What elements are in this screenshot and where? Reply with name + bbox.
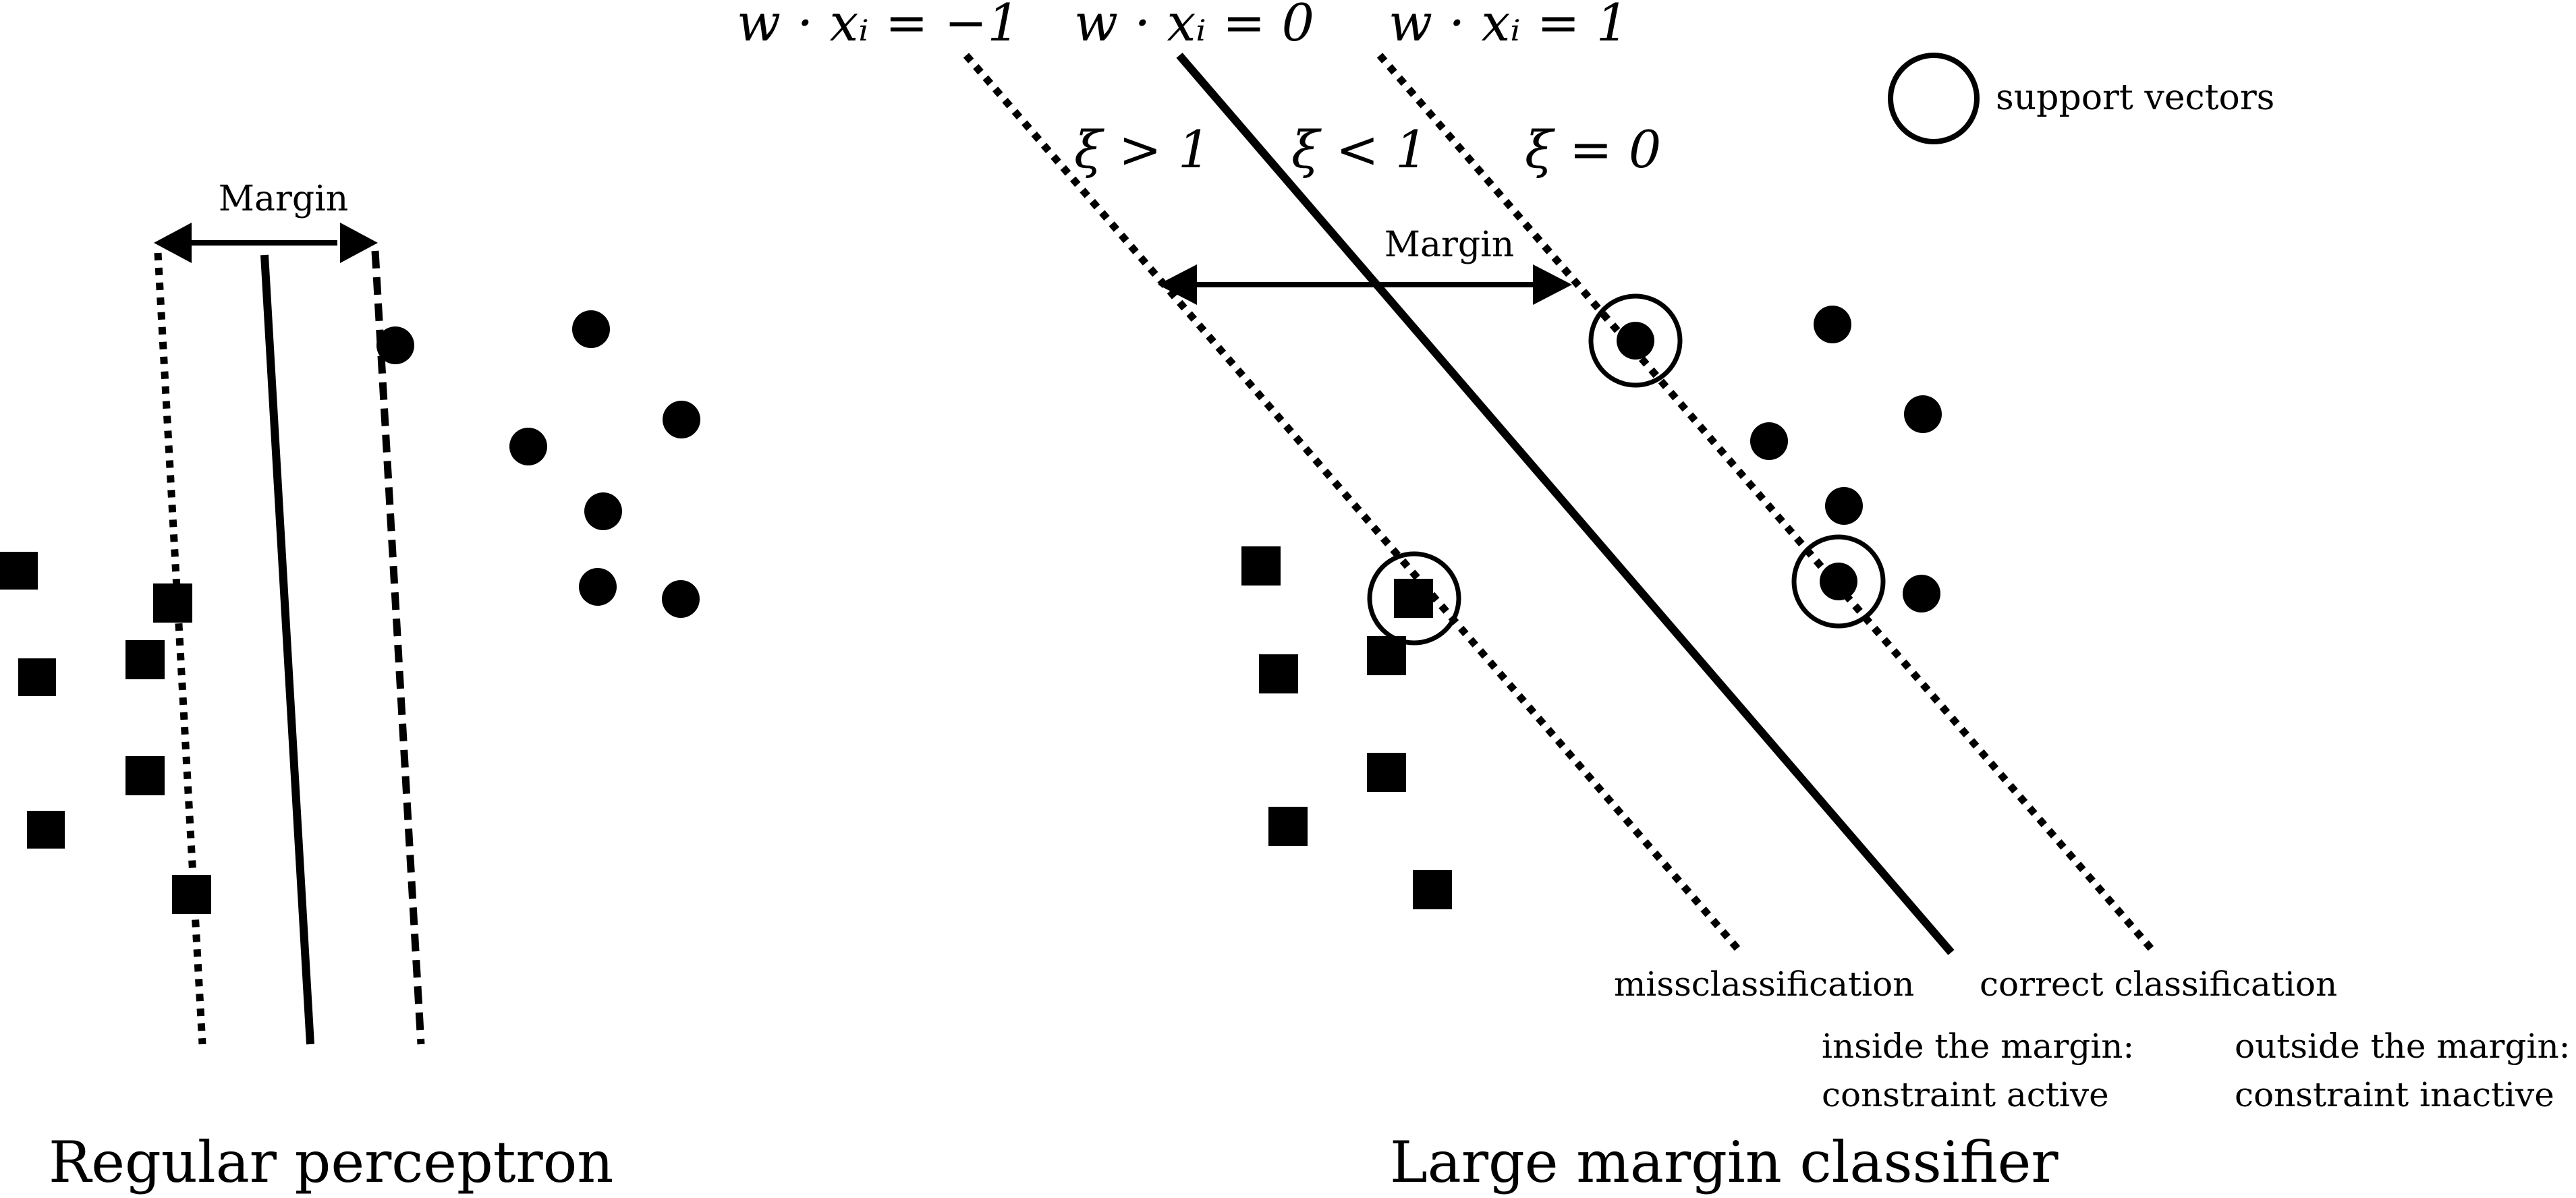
support-vector-ring [1367, 551, 1461, 646]
circle-point [509, 428, 547, 465]
perceptron-margin-label: Margin [219, 179, 349, 219]
perceptron-title: Regular perceptron [49, 1129, 613, 1195]
circle-point [376, 326, 414, 364]
constraint-inactive-label: constraint inactive [2235, 1075, 2554, 1114]
square-point [125, 640, 165, 679]
correct-classification-label: correct classification [1980, 965, 2337, 1004]
support-vector-ring [1791, 534, 1886, 629]
circle-point [1814, 306, 1851, 343]
circle-point [1825, 487, 1863, 525]
slack-less-than-one: ξ < 1 [1291, 119, 1428, 179]
missclassification-label: missclassification [1614, 965, 1914, 1004]
circle-point [572, 310, 610, 348]
perceptron-squares [0, 552, 211, 914]
legend-label: support vectors [1996, 78, 2274, 118]
square-point [1413, 870, 1452, 909]
perceptron-circles [376, 310, 700, 618]
margin-line-plus-one [1376, 53, 2154, 951]
perceptron-panel: Margin [0, 179, 700, 1195]
perceptron-margin-arrow [154, 223, 378, 263]
large-margin-circles [1617, 306, 1942, 612]
circle-point [1750, 422, 1788, 460]
square-point [1259, 654, 1298, 693]
support-vector-legend-icon [1888, 53, 1980, 144]
outside-margin-label: outside the margin: [2235, 1027, 2571, 1066]
support-vector-ring [1588, 293, 1683, 388]
circle-point [663, 401, 700, 438]
constraint-active-label: constraint active [1822, 1075, 2109, 1114]
equation-minus-one: w · xᵢ = −1 [737, 0, 1020, 53]
large-margin-panel: w · xᵢ = −1 w · xᵢ = 0 w · xᵢ = 1 ξ > 1 … [737, 0, 2571, 1195]
inside-margin-label: inside the margin: [1822, 1027, 2134, 1066]
square-point [1367, 753, 1406, 792]
circle-point [662, 580, 700, 618]
circle-point [1617, 322, 1654, 360]
legend: support vectors [1888, 53, 2274, 144]
large-margin-title: Large margin classifier [1390, 1129, 2059, 1195]
circle-point [579, 568, 617, 606]
large-margin-squares [1241, 546, 1452, 909]
slack-greater-than-one: ξ > 1 [1074, 119, 1210, 179]
circle-point [584, 492, 622, 530]
perceptron-decision-boundary [260, 254, 314, 1045]
square-point [1394, 579, 1433, 618]
perceptron-margin-dashed-line [371, 250, 425, 1045]
support-vector-rings [1367, 293, 1886, 646]
decision-boundary [1176, 53, 1955, 955]
margin-label: Margin [1384, 225, 1515, 265]
margin-arrow [1158, 264, 1572, 305]
circle-point [1903, 575, 1940, 612]
square-point [18, 658, 56, 696]
circle-point [1904, 395, 1942, 433]
square-point [1268, 807, 1308, 846]
margin-line-minus-one [963, 53, 1741, 951]
slack-equals-zero: ξ = 0 [1525, 119, 1661, 179]
square-point [125, 756, 165, 795]
square-point [0, 552, 38, 590]
square-point [27, 811, 65, 849]
square-point [172, 875, 211, 914]
square-point [153, 583, 192, 623]
circle-point [1820, 563, 1857, 600]
equation-plus-one: w · xᵢ = 1 [1389, 0, 1629, 53]
square-point [1241, 546, 1281, 586]
equation-zero: w · xᵢ = 0 [1074, 0, 1314, 53]
